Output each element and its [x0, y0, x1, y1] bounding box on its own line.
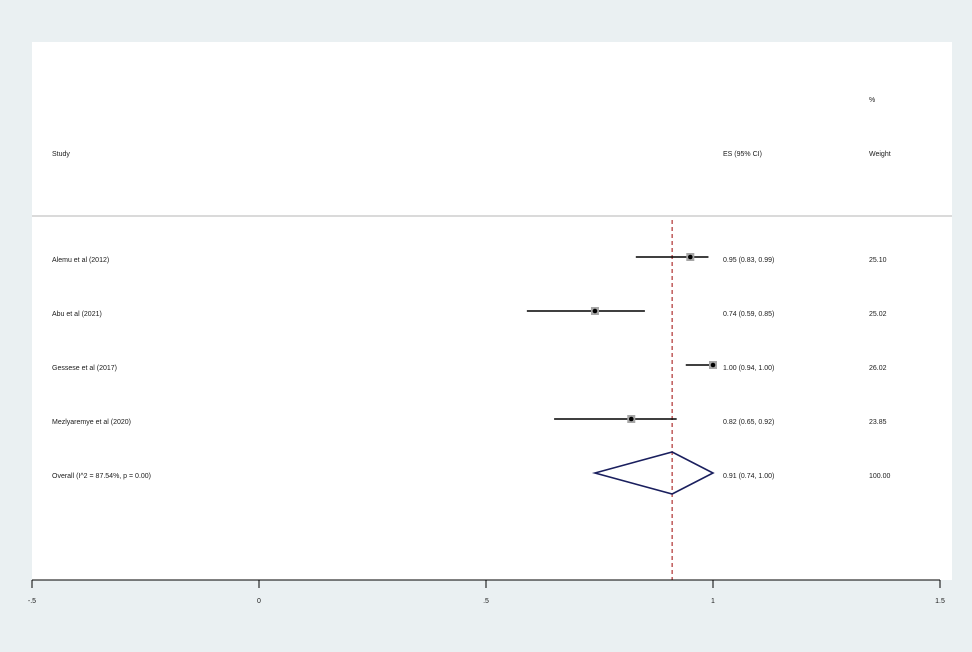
point-estimate [688, 254, 693, 260]
overall-es-ci-label: 0.91 (0.74, 1.00) [723, 473, 774, 480]
point-estimate [628, 416, 634, 422]
x-tick-label: .5 [483, 598, 489, 605]
es-ci-label: 0.74 (0.59, 0.85) [723, 311, 774, 318]
weight-label: 25.02 [869, 311, 887, 318]
header-study: Study [52, 151, 70, 158]
weight-label: 25.10 [869, 257, 887, 264]
es-ci-label: 1.00 (0.94, 1.00) [723, 365, 774, 372]
header-weight-percent: % [869, 97, 875, 104]
x-tick-label: 1.5 [935, 598, 945, 605]
study-label: Alemu et al (2012) [52, 257, 109, 264]
overall-row: Overall (I^2 = 87.54%, p = 0.00) 0.91 (0.… [52, 451, 891, 495]
x-tick-label: 0 [257, 598, 261, 605]
plot-panel [32, 42, 952, 580]
x-tick-label: 1 [711, 598, 715, 605]
point-estimate [592, 308, 598, 314]
weight-label: 26.02 [869, 365, 887, 372]
study-label: Abu et al (2021) [52, 311, 102, 318]
overall-label: Overall (I^2 = 87.54%, p = 0.00) [52, 473, 151, 480]
es-ci-label: 0.95 (0.83, 0.99) [723, 257, 774, 264]
x-tick-label: -.5 [28, 598, 36, 605]
study-label: Gessese et al (2017) [52, 365, 117, 372]
x-axis: -.5 0 .5 1 1.5 [28, 579, 945, 605]
weight-label: 23.85 [869, 419, 887, 426]
study-rows: Alemu et al (2012) 0.95 (0.83, 0.99) 25.10… [52, 220, 887, 580]
point-estimate [710, 362, 716, 368]
study-label: Mezlyaremye et al (2020) [52, 419, 131, 426]
header-es: ES (95% CI) [723, 151, 762, 158]
overall-diamond [591, 451, 715, 495]
header-weight: Weight [869, 151, 891, 158]
overall-weight-label: 100.00 [869, 473, 891, 480]
es-ci-label: 0.82 (0.65, 0.92) [723, 419, 774, 426]
